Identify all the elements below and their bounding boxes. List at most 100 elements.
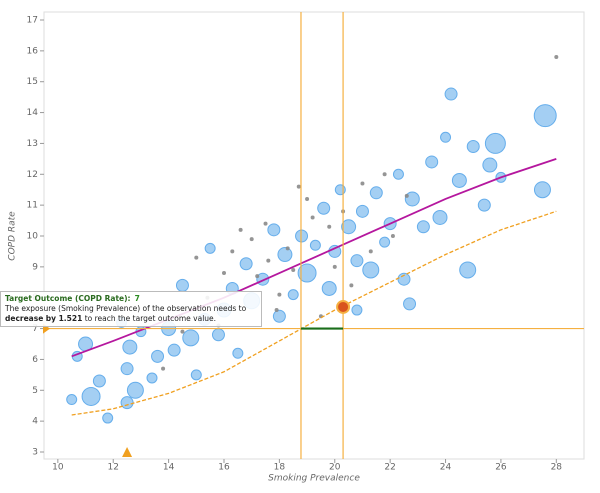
bubble [272,309,286,323]
bubble [459,261,477,279]
tooltip-amount: by 1.521 [45,314,83,323]
bubble [451,172,467,188]
bubble [334,184,346,196]
bubble [404,191,420,207]
x-tick-label: 22 [384,463,395,473]
bubble [122,339,138,355]
plot-frame [43,11,585,460]
y-tick-label: 5 [32,386,38,396]
y-tick-label: 17 [27,16,38,26]
bubble [92,374,106,388]
bubble [297,263,317,283]
y-tick-label: 13 [27,139,38,149]
point [360,181,365,186]
bubble [167,343,181,357]
bubble [484,132,506,154]
bubble [120,396,134,410]
point [255,274,260,279]
bubble [482,157,498,173]
y-tick-label: 7 [32,324,38,334]
point [230,249,235,254]
tooltip-value: 7 [134,294,140,303]
bubble [175,278,189,292]
curve [71,158,557,358]
bubble [66,394,78,406]
bubble [211,328,225,342]
y-tick-label: 15 [27,77,38,87]
bubble [533,181,551,199]
highlight-point [336,299,351,314]
bubble [351,304,363,316]
curve [71,210,557,416]
bubble [416,220,430,234]
tooltip: Target Outcome (COPD Rate): 7 The exposur… [0,291,262,327]
y-tick-label: 3 [32,448,38,458]
point [291,267,296,272]
bubble [190,369,202,381]
bubble [146,372,158,384]
point [249,237,254,242]
point [404,193,409,198]
point [222,271,226,276]
point [310,215,315,220]
point [161,366,166,371]
point [238,227,243,232]
bubble [369,186,383,200]
bubble [126,381,144,399]
bubble [287,289,299,301]
bubble [321,280,337,296]
x-tick-label: 26 [495,463,507,473]
point [194,255,199,260]
point [263,221,268,226]
bubble [533,104,557,128]
point [332,264,337,269]
point [327,224,332,229]
y-tick-label: 14 [27,108,39,118]
tooltip-direction: decrease [5,314,44,323]
y-tick-label: 12 [27,170,38,180]
point [274,308,279,313]
y-tick-label: 6 [32,355,38,365]
point [305,196,310,201]
bubble [444,87,458,101]
bubble [309,239,321,251]
point [554,55,559,60]
bubble [350,254,364,268]
x-tick-label: 20 [329,463,341,473]
y-tick-label: 4 [32,417,38,427]
bubble [425,155,439,169]
bubble [81,386,101,406]
x-tick-label: 10 [52,463,64,473]
y-tick-label: 16 [27,46,39,56]
x-axis-label: Smoking Prevalence [268,474,360,484]
bubble [239,257,253,271]
point [349,283,354,288]
bubble [120,362,134,376]
bubble [440,131,452,143]
y-tick-label: 11 [27,201,38,211]
x-tick-label: 28 [551,463,563,473]
tooltip-title: Target Outcome (COPD Rate): [5,294,131,303]
point [266,258,271,263]
x-tick-label: 16 [218,463,230,473]
tooltip-text: The exposure (Smoking Prevalence) of the… [5,304,247,313]
bubble [102,412,114,424]
point [390,234,395,238]
bubble [362,261,380,279]
y-tick-label: 9 [32,262,38,272]
bubble [403,297,417,311]
y-axis-label: COPD Rate [8,211,18,261]
bubble [355,204,369,218]
bubble [267,223,281,237]
x-marker [122,447,133,457]
x-tick-label: 24 [440,463,452,473]
bubble [432,209,448,225]
x-tick-label: 14 [163,463,175,473]
bubble [341,219,357,235]
point [296,184,301,189]
x-tick-label: 18 [274,463,286,473]
bubble [466,140,480,154]
point [180,329,185,334]
point [368,249,373,254]
